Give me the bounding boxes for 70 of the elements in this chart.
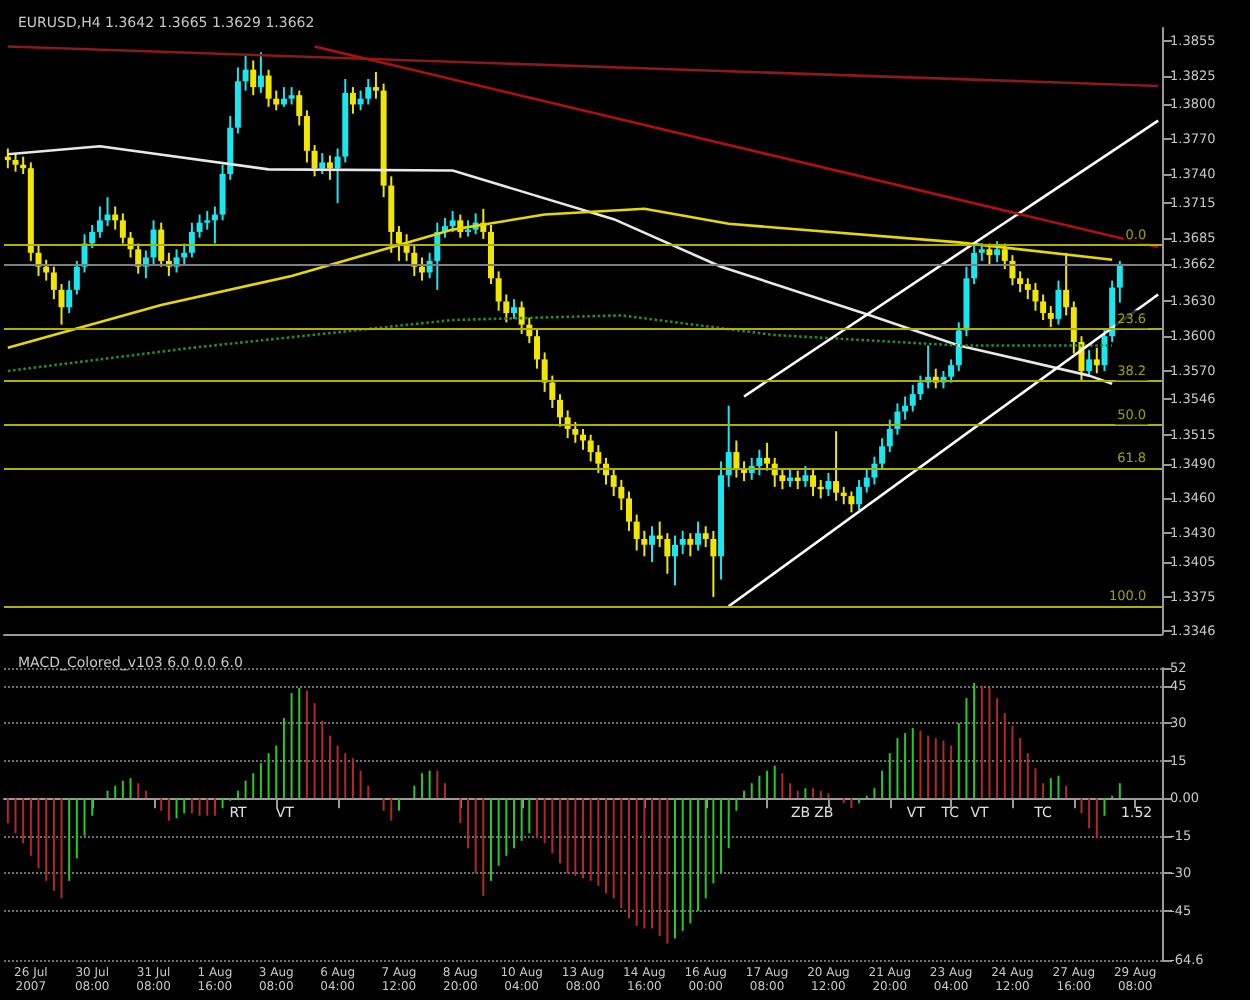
line-series <box>6 314 1114 373</box>
candlestick <box>50 265 57 301</box>
candlestick <box>365 77 372 106</box>
candlestick <box>487 223 494 286</box>
candlestick <box>710 529 717 598</box>
candlestick <box>1116 259 1123 304</box>
candlestick <box>265 68 272 108</box>
candlestick <box>679 529 686 556</box>
candlestick <box>311 144 318 178</box>
candlestick <box>733 439 740 479</box>
candlestick <box>303 109 310 164</box>
candlestick <box>204 210 211 231</box>
candlestick <box>909 383 916 413</box>
candlestick <box>73 259 80 296</box>
candlestick <box>533 328 540 370</box>
candlestick <box>756 448 763 477</box>
candlestick <box>879 437 886 471</box>
candlestick <box>234 66 241 135</box>
candlestick <box>12 152 19 173</box>
candlestick <box>510 298 517 320</box>
candlestick <box>58 283 65 326</box>
candlestick <box>196 213 203 239</box>
candlestick <box>296 89 303 127</box>
candlestick <box>856 478 863 512</box>
candlestick <box>1032 281 1039 312</box>
candlestick <box>158 221 165 268</box>
line-series <box>6 207 1114 350</box>
candlestick <box>449 210 456 233</box>
candlestick <box>1017 270 1024 294</box>
candlestick <box>518 300 525 335</box>
candlestick <box>349 86 356 115</box>
candlestick <box>556 393 563 428</box>
candlestick <box>687 532 694 558</box>
candlestick <box>833 430 840 502</box>
candlestick <box>242 54 249 92</box>
candlestick <box>66 279 73 315</box>
candlestick <box>119 212 126 245</box>
candlestick <box>1101 328 1108 372</box>
candlestick <box>150 219 157 266</box>
candlestick <box>1093 346 1100 375</box>
candlestick <box>649 525 656 564</box>
candlestick <box>626 490 633 532</box>
candlestick <box>725 404 732 488</box>
candlestick <box>672 534 679 587</box>
candlestick <box>395 225 402 262</box>
candlestick <box>848 490 855 514</box>
candlestick <box>618 478 625 512</box>
candlestick <box>319 152 326 175</box>
candlestick <box>994 240 1001 264</box>
candlestick <box>326 154 333 181</box>
candlestick <box>1055 279 1062 326</box>
candlestick <box>902 395 909 421</box>
line-series <box>6 144 1114 386</box>
candlestick <box>802 464 809 488</box>
candlestick <box>1063 251 1070 317</box>
candlestick <box>764 441 771 472</box>
candlestick <box>1040 293 1047 321</box>
candlestick <box>810 468 817 498</box>
candlestick <box>695 520 702 552</box>
candlestick <box>971 242 978 286</box>
candlestick <box>825 471 832 498</box>
candlestick <box>96 205 103 239</box>
candlestick <box>372 71 379 100</box>
candlestick <box>257 51 264 94</box>
candlestick <box>948 358 955 384</box>
candlestick <box>633 513 640 552</box>
candlestick <box>1047 305 1054 328</box>
candlestick <box>188 221 195 259</box>
candlestick <box>1086 349 1093 378</box>
candlestick <box>250 59 257 97</box>
